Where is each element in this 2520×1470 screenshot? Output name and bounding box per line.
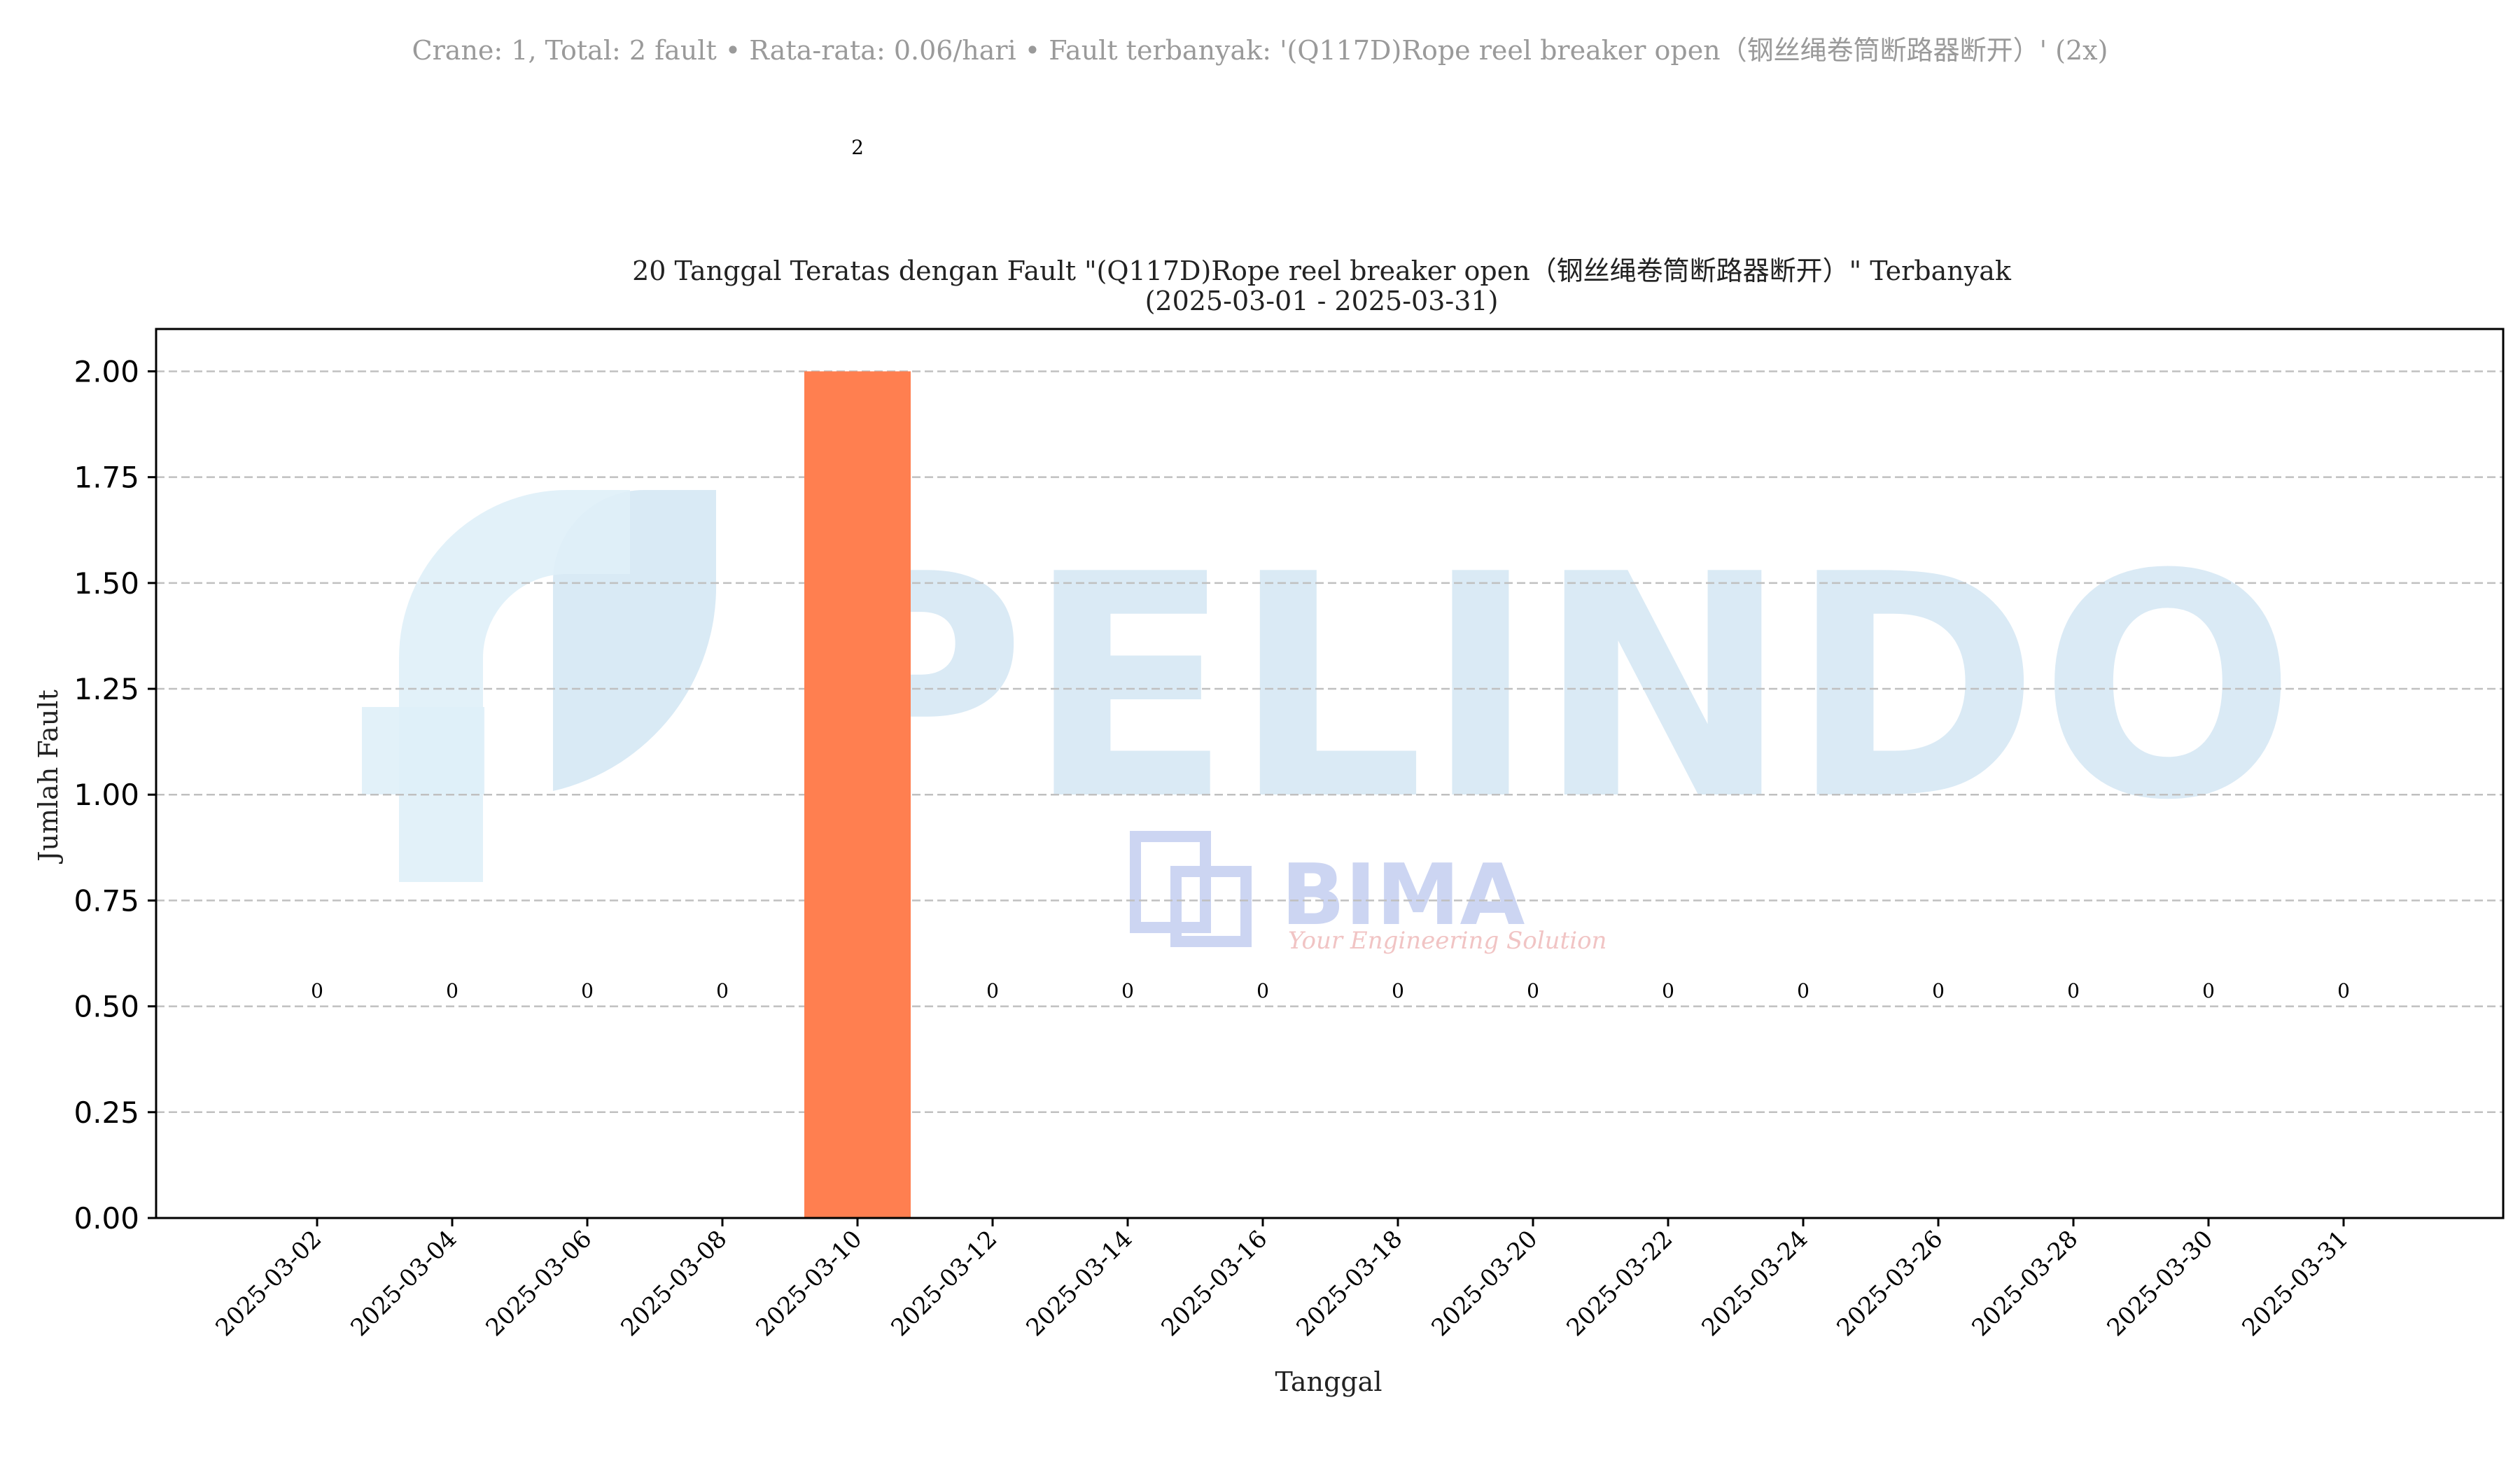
y-tick-label: 0.50 [74, 990, 139, 1024]
y-tick-label: 1.25 [74, 672, 139, 706]
x-tick-label: 2025-03-08 [615, 1225, 732, 1342]
gridlines [156, 370, 2503, 1114]
data-label-2025-03-26: 0 [1932, 979, 1945, 1002]
y-axis-ticks: 0.00 0.25 0.50 0.75 1.00 1.25 1.50 1.75 2.00 [74, 354, 156, 1236]
pelindo-watermark: PELINDO BIMA Your Engineering Solution [362, 490, 2296, 955]
data-label-2025-03-22: 0 [1662, 979, 1674, 1002]
x-tick-label: 2025-03-10 [750, 1225, 867, 1342]
x-axis-ticks: 2025-03-02 2025-03-04 2025-03-06 2025-03-08… [210, 1218, 2353, 1342]
y-tick-label: 0.25 [74, 1096, 139, 1130]
x-tick-label: 2025-03-04 [345, 1225, 462, 1342]
y-tick-label: 1.75 [74, 461, 139, 495]
x-tick-label: 2025-03-14 [1021, 1225, 1138, 1342]
data-label-2025-03-06: 0 [581, 979, 594, 1002]
y-axis-label: Jumlah Fault [33, 690, 64, 864]
data-label-2025-03-18: 0 [1392, 979, 1404, 1002]
data-label-2025-03-12: 0 [986, 979, 999, 1002]
data-label-2025-03-14: 0 [1121, 979, 1134, 1002]
x-tick-label: 2025-03-12 [886, 1225, 1002, 1342]
plot-frame [155, 328, 2505, 1219]
x-tick-label: 2025-03-28 [1966, 1225, 2083, 1342]
bima-logo-icon [1130, 831, 1252, 947]
chart-title: 20 Tanggal Teratas dengan Fault "(Q117D)… [632, 255, 2012, 286]
x-tick-label: 2025-03-06 [480, 1225, 597, 1342]
chart-subtitle: (2025-03-01 - 2025-03-31) [1145, 286, 1499, 316]
y-tick-label: 0.75 [74, 883, 139, 918]
data-label-2025-03-28: 0 [2067, 979, 2080, 1002]
data-label-2025-03-31: 0 [2337, 979, 2350, 1002]
x-tick-label: 2025-03-30 [2101, 1225, 2218, 1342]
summary-text: Crane: 1, Total: 2 fault • Rata-rata: 0.… [412, 35, 2108, 66]
x-tick-label: 2025-03-26 [1831, 1225, 1948, 1342]
x-tick-label: 2025-03-20 [1426, 1225, 1543, 1342]
data-label-2025-03-20: 0 [1527, 979, 1539, 1002]
bars [804, 371, 911, 1218]
data-label-2025-03-08: 0 [716, 979, 729, 1002]
x-tick-label: 2025-03-02 [210, 1225, 327, 1342]
data-label-2025-03-04: 0 [446, 979, 458, 1002]
x-tick-label: 2025-03-18 [1291, 1225, 1408, 1342]
watermark-sub-brand: BIMA [1281, 847, 1525, 944]
x-tick-label: 2025-03-31 [2236, 1225, 2353, 1342]
y-tick-label: 2.00 [74, 354, 139, 388]
data-label-2025-03-30: 0 [2202, 979, 2215, 1002]
pelindo-logo-icon [362, 490, 717, 882]
watermark-tagline: Your Engineering Solution [1288, 927, 1606, 955]
data-label-2025-03-02: 0 [311, 979, 323, 1002]
bar-2025-03-10 [804, 371, 911, 1218]
data-labels: 0 0 0 0 2 0 0 0 0 0 0 0 0 0 0 0 [311, 136, 2350, 1002]
x-tick-label: 2025-03-16 [1156, 1225, 1273, 1342]
x-axis-label: Tanggal [1275, 1366, 1382, 1397]
data-label-2025-03-16: 0 [1256, 979, 1269, 1002]
x-tick-label: 2025-03-22 [1561, 1225, 1678, 1342]
x-tick-label: 2025-03-24 [1696, 1225, 1813, 1342]
y-tick-label: 0.00 [74, 1201, 139, 1236]
y-tick-label: 1.50 [74, 566, 139, 601]
y-tick-label: 1.00 [74, 778, 139, 812]
data-label-2025-03-10: 2 [851, 136, 864, 159]
data-label-2025-03-24: 0 [1797, 979, 1809, 1002]
